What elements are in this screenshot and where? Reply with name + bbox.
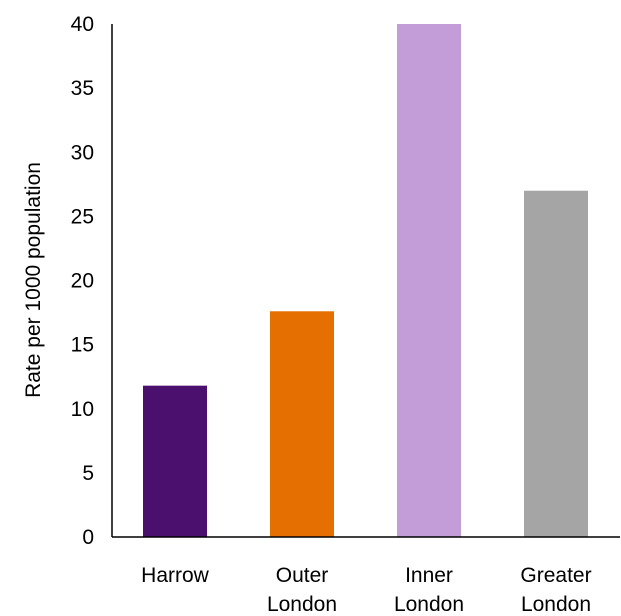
x-category-label: London: [521, 593, 591, 616]
y-tick-label: 35: [71, 77, 94, 100]
bar: [270, 311, 334, 537]
bars: [143, 24, 588, 537]
y-tick-label: 30: [71, 141, 94, 164]
y-tick-label: 20: [71, 270, 94, 293]
y-axis-title: Rate per 1000 population: [22, 162, 45, 398]
bar: [143, 386, 207, 537]
bar: [397, 24, 461, 537]
bar: [524, 191, 588, 537]
x-category-label: Inner: [405, 564, 453, 587]
x-category-label: Harrow: [141, 564, 210, 587]
x-category-label: Greater: [520, 564, 591, 587]
y-tick-label: 40: [71, 13, 94, 36]
y-tick-label: 0: [82, 526, 94, 549]
y-tick-label: 15: [71, 334, 94, 357]
x-axis-labels: Harrow Outer London Inner London Greater Londo…: [141, 564, 591, 616]
x-category-label: London: [267, 593, 337, 616]
y-axis-ticks: 0 5 10 15 20 25 30 35 40: [71, 13, 94, 549]
y-tick-label: 25: [71, 205, 94, 228]
y-tick-label: 10: [71, 398, 94, 421]
y-tick-label: 5: [82, 462, 94, 485]
x-category-label: Outer: [276, 564, 329, 587]
x-category-label: London: [394, 593, 464, 616]
